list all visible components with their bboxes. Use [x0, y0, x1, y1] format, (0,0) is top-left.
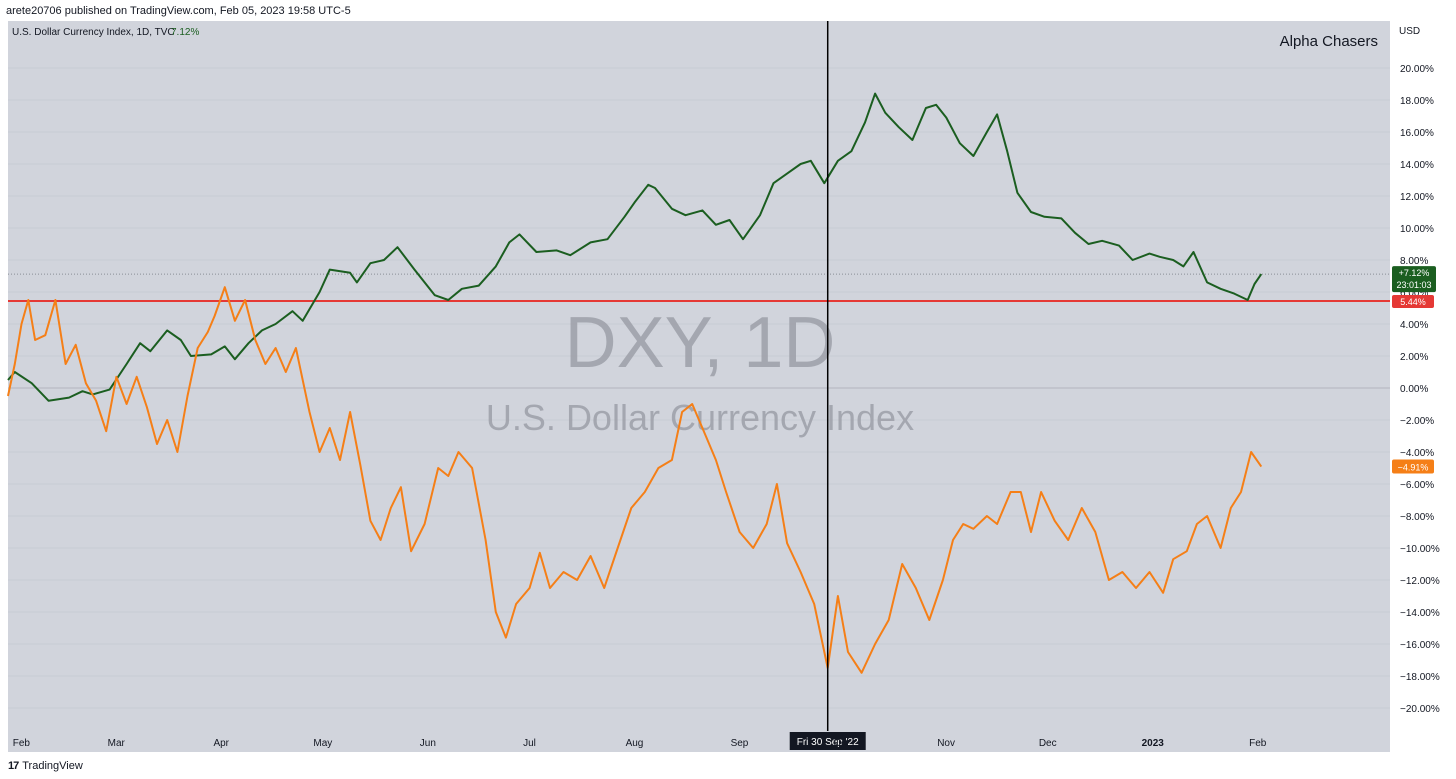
- grid-lines: [8, 67, 1390, 709]
- author-tag: Alpha Chasers: [1280, 33, 1378, 50]
- x-tick-label: Sep: [731, 738, 749, 749]
- x-tick-label: Feb: [1249, 738, 1267, 749]
- dxy-series-line: [7, 92, 1263, 402]
- axis-unit: USD: [1399, 26, 1420, 37]
- series-layer: [7, 92, 1263, 674]
- price-labels: +7.12% 23:01:03 5.44% −4.91%: [1392, 266, 1436, 474]
- hline-price-box: [1392, 294, 1434, 308]
- y-tick-label: −8.00%: [1400, 512, 1434, 523]
- x-tick-label: Nov: [937, 738, 955, 749]
- plot-pane[interactable]: [8, 21, 1390, 752]
- x-tick-label: Apr: [213, 738, 229, 749]
- x-tick-label: Mar: [108, 738, 126, 749]
- dxy-last-price-label: +7.12%: [1399, 268, 1430, 278]
- comparison-series-line: [7, 286, 1263, 674]
- footer-brand: TradingView: [22, 760, 83, 772]
- y-axis-ticks: 20.00% 18.00% 16.00% 14.00% 12.00% 10.00% 8.00…: [1400, 64, 1440, 715]
- y-tick-label: −10.00%: [1400, 544, 1440, 555]
- crosshair: Fri 30 Sep '22: [789, 21, 866, 750]
- watermark: DXY, 1D U.S. Dollar Currency Index: [486, 303, 914, 438]
- x-tick-label: May: [313, 738, 332, 749]
- crosshair-date-label: Fri 30 Sep '22: [797, 737, 859, 748]
- x-tick-label: 2023: [1142, 738, 1165, 749]
- y-tick-label: 14.00%: [1400, 160, 1434, 171]
- price-scale[interactable]: [1390, 21, 1456, 752]
- y-tick-label: −20.00%: [1400, 704, 1440, 715]
- comparison-last-price-box: [1392, 459, 1434, 474]
- y-tick-label: 2.00%: [1400, 352, 1428, 363]
- countdown-label: 23:01:03: [1396, 280, 1431, 290]
- y-tick-label: 18.00%: [1400, 96, 1434, 107]
- dxy-last-price-box: [1392, 266, 1436, 293]
- watermark-name: U.S. Dollar Currency Index: [486, 397, 914, 438]
- x-tick-label: Feb: [13, 738, 31, 749]
- y-tick-label: 8.00%: [1400, 256, 1428, 267]
- horizontal-line-layer: [8, 273, 1390, 302]
- crosshair-date-box: [789, 732, 866, 750]
- legend-change: 7.12%: [171, 27, 199, 38]
- y-tick-label: −6.00%: [1400, 480, 1434, 491]
- y-tick-label: 0.00%: [1400, 384, 1428, 395]
- y-tick-label: 20.00%: [1400, 64, 1434, 75]
- y-tick-label: −14.00%: [1400, 608, 1440, 619]
- y-tick-label: −12.00%: [1400, 576, 1440, 587]
- comparison-last-price-label: −4.91%: [1398, 463, 1429, 473]
- x-tick-label: Aug: [626, 738, 644, 749]
- publish-header: arete20706 published on TradingView.com,…: [6, 5, 351, 17]
- x-tick-label: Oct: [833, 738, 849, 749]
- y-tick-label: 10.00%: [1400, 224, 1434, 235]
- legend-symbol[interactable]: U.S. Dollar Currency Index, 1D, TVC: [12, 27, 175, 38]
- y-tick-label: 16.00%: [1400, 128, 1434, 139]
- hline-price-label: 5.44%: [1400, 297, 1426, 307]
- y-tick-label: 6.00%: [1400, 288, 1428, 299]
- x-tick-label: Dec: [1039, 738, 1057, 749]
- y-tick-label: 12.00%: [1400, 192, 1434, 203]
- y-tick-label: −16.00%: [1400, 640, 1440, 651]
- y-tick-label: −2.00%: [1400, 416, 1434, 427]
- watermark-ticker: DXY, 1D: [565, 303, 836, 383]
- x-axis-ticks: Feb Mar Apr May Jun Jul Aug Sep Oct Nov Dec 2023 Feb: [13, 738, 1267, 749]
- x-tick-label: Jun: [420, 738, 436, 749]
- tradingview-logo-icon: 17: [8, 760, 19, 772]
- x-tick-label: Jul: [523, 738, 536, 749]
- y-tick-label: −4.00%: [1400, 448, 1434, 459]
- footer: 17 TradingView: [8, 760, 83, 772]
- time-scale[interactable]: [8, 731, 1390, 752]
- y-tick-label: 4.00%: [1400, 320, 1428, 331]
- y-tick-label: −18.00%: [1400, 672, 1440, 683]
